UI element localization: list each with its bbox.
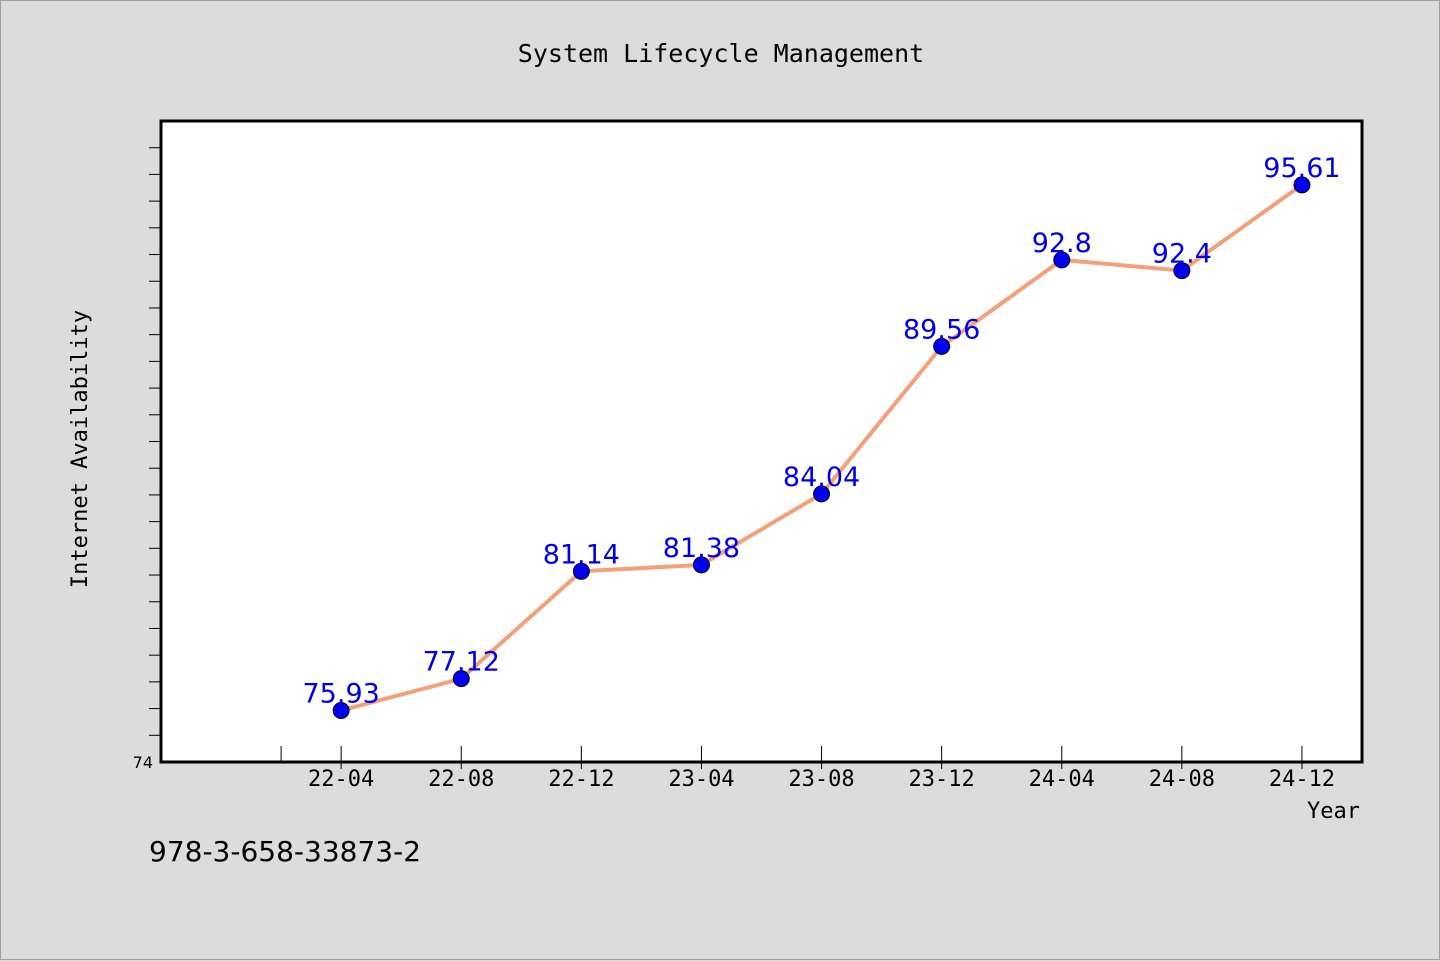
data-point <box>572 562 590 580</box>
figure-caption: 978-3-658-33873-2 <box>149 835 422 868</box>
data-point-layer <box>332 176 1311 719</box>
chart-title: System Lifecycle Management <box>518 39 924 68</box>
data-label: 89.56 <box>903 314 980 345</box>
data-label: 95.61 <box>1263 153 1340 184</box>
data-label: 81.38 <box>663 533 740 564</box>
y-tick-label: 74 <box>133 753 153 772</box>
x-tick-label: 24-08 <box>1149 767 1215 792</box>
data-point <box>1293 176 1311 194</box>
data-label: 77.12 <box>423 647 500 678</box>
data-label: 84.04 <box>783 462 860 493</box>
data-point <box>1053 251 1071 269</box>
data-label: 92.8 <box>1032 228 1092 259</box>
data-label: 92.4 <box>1152 239 1212 270</box>
data-point <box>1173 262 1191 280</box>
x-axis-title: Year <box>1307 799 1360 824</box>
x-tick-label: 22-12 <box>548 767 614 792</box>
x-tick-label: 24-12 <box>1269 767 1335 792</box>
data-point <box>933 337 951 355</box>
x-tick-label: 22-08 <box>428 767 494 792</box>
x-tick-label: 24-04 <box>1029 767 1095 792</box>
data-label-layer: 75.93 77.12 81.14 81.38 84.04 89.56 92.8 92.4 95… <box>303 153 1341 710</box>
x-axis: 22-04 22-08 22-12 23-04 23-08 23-12 24-04 24-08… <box>280 746 1335 792</box>
x-tick-label: 23-04 <box>668 767 734 792</box>
data-point <box>692 556 710 574</box>
x-tick-label: 22-04 <box>308 767 374 792</box>
data-label: 75.93 <box>303 678 380 709</box>
data-point <box>332 701 350 719</box>
x-tick-label: 23-12 <box>909 767 975 792</box>
data-point <box>813 485 831 503</box>
plot-area <box>159 119 1364 764</box>
y-axis-title: Internet Availability <box>68 310 93 588</box>
data-label: 81.14 <box>543 539 620 570</box>
x-tick-label: 23-08 <box>788 767 854 792</box>
data-point <box>452 670 470 688</box>
y-axis: 74 <box>133 147 161 772</box>
